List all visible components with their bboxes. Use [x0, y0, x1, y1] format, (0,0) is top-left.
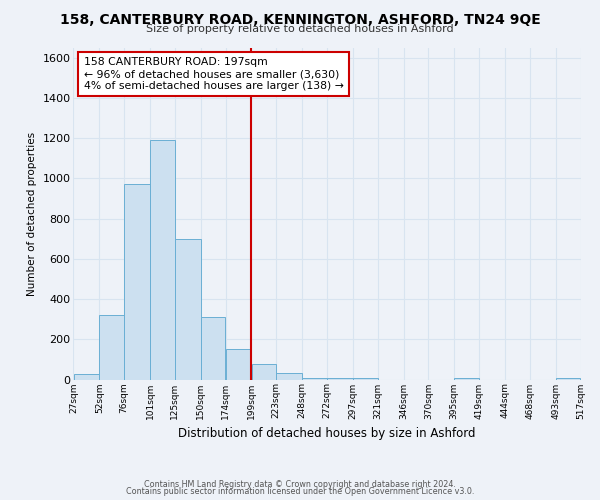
- Bar: [74, 374, 99, 380]
- Text: Size of property relative to detached houses in Ashford: Size of property relative to detached ho…: [146, 24, 454, 34]
- Bar: [556, 378, 580, 380]
- Bar: [124, 184, 150, 380]
- X-axis label: Distribution of detached houses by size in Ashford: Distribution of detached houses by size …: [178, 427, 476, 440]
- Bar: [226, 350, 251, 380]
- Bar: [454, 378, 479, 380]
- Bar: [302, 378, 327, 380]
- Y-axis label: Number of detached properties: Number of detached properties: [27, 132, 37, 296]
- Text: 158 CANTERBURY ROAD: 197sqm
← 96% of detached houses are smaller (3,630)
4% of s: 158 CANTERBURY ROAD: 197sqm ← 96% of det…: [83, 58, 343, 90]
- Bar: [327, 378, 353, 380]
- Bar: [150, 140, 175, 380]
- Text: Contains HM Land Registry data © Crown copyright and database right 2024.: Contains HM Land Registry data © Crown c…: [144, 480, 456, 489]
- Bar: [277, 374, 302, 380]
- Bar: [353, 378, 377, 380]
- Text: Contains public sector information licensed under the Open Government Licence v3: Contains public sector information licen…: [126, 487, 474, 496]
- Bar: [100, 315, 124, 380]
- Bar: [201, 317, 226, 380]
- Bar: [251, 364, 276, 380]
- Text: 158, CANTERBURY ROAD, KENNINGTON, ASHFORD, TN24 9QE: 158, CANTERBURY ROAD, KENNINGTON, ASHFOR…: [59, 12, 541, 26]
- Bar: [175, 238, 200, 380]
